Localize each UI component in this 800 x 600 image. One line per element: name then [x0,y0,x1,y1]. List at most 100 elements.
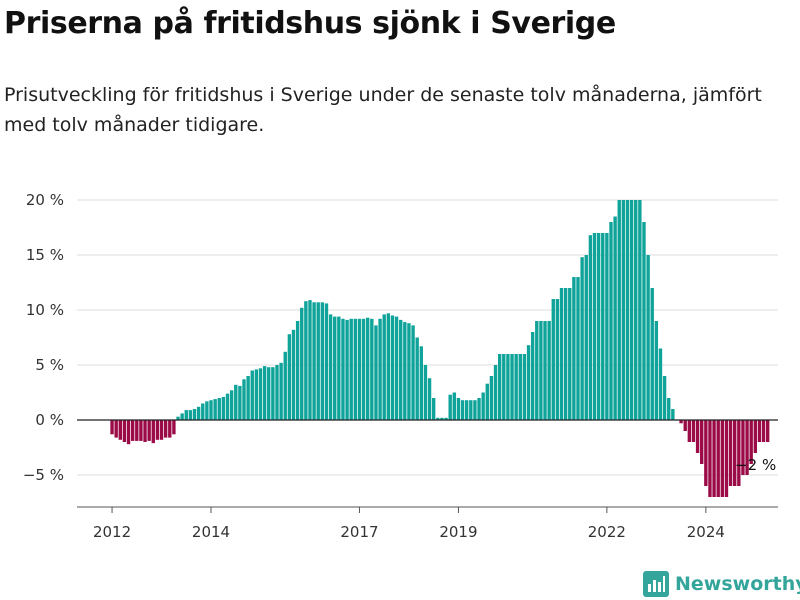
bar [135,420,139,441]
bar [464,400,469,420]
bar [246,376,250,420]
bar [283,351,287,420]
bar [110,420,114,435]
bar [267,367,271,420]
bar [196,406,201,420]
bar [415,337,419,420]
bar [341,318,345,420]
bar [386,313,391,420]
y-tick-label: 5 % [35,356,64,374]
bar [172,420,176,435]
bar [510,354,514,420]
x-tick-label: 2022 [588,523,626,541]
bar [654,321,659,420]
bar [667,398,671,420]
bar [477,398,481,420]
bar [262,366,267,420]
bar [539,321,543,420]
bar [757,420,762,442]
bar [361,318,366,420]
bar [403,322,407,420]
bar [733,420,737,486]
bar [485,383,489,420]
bar [588,235,593,420]
bar [431,398,436,420]
bar [687,420,692,442]
bar [238,385,242,420]
bar [683,420,687,431]
bar [658,348,663,420]
bar [745,420,749,475]
bar [724,420,729,497]
bar [456,398,461,420]
bar [221,396,226,420]
bar [320,302,325,420]
bar [209,400,213,420]
bar [287,334,292,420]
chart-title: Priserna på fritidshus sjönk i Sverige [4,6,616,41]
bar [526,345,531,420]
gridlines [77,199,778,476]
bar [217,398,221,420]
bar [613,216,617,420]
bar [448,394,452,420]
bar [308,300,312,420]
bar [295,321,300,420]
bar [700,420,704,464]
chart-subtitle: Prisutveckling för fritidshus i Sverige … [4,84,762,136]
bar [291,329,296,420]
bar [662,376,667,420]
bar [592,233,597,420]
x-tick-label: 2014 [192,523,230,541]
bar [324,303,329,420]
bar [126,420,131,445]
bar [118,420,122,440]
bar [601,233,605,420]
bar [184,410,188,420]
bar [741,420,745,475]
bar [382,314,386,420]
bar [440,417,444,420]
y-tick-label: −5 % [23,466,64,484]
bar [411,325,415,420]
bar [481,392,485,420]
bar [349,318,353,420]
bar [497,354,502,420]
bar [695,420,700,453]
bar [584,255,588,420]
bar [188,410,193,420]
bar [176,416,180,420]
bar [114,420,118,438]
bar [353,318,358,420]
bar [617,200,621,420]
bar [761,420,766,442]
bar [708,420,712,497]
bar [576,277,580,420]
bar [547,321,551,420]
bar [559,288,564,420]
bar [460,400,465,420]
bar [258,368,263,420]
bar [312,302,316,420]
y-tick-label: 10 % [26,301,64,319]
bar [427,378,432,420]
bar [568,288,572,420]
bar [642,222,646,420]
bar [328,314,333,420]
bar [419,346,423,420]
bar [712,420,716,497]
bar [473,400,477,420]
bar [452,392,456,420]
bar [514,354,518,420]
bar [399,319,403,420]
bar [370,318,374,420]
bar [506,354,510,420]
x-tick-label: 2019 [439,523,477,541]
bar [254,369,259,420]
bar [333,316,337,420]
bar [201,403,205,420]
bar [234,384,238,420]
bar [609,222,613,420]
bar [638,200,642,420]
bar [518,354,522,420]
